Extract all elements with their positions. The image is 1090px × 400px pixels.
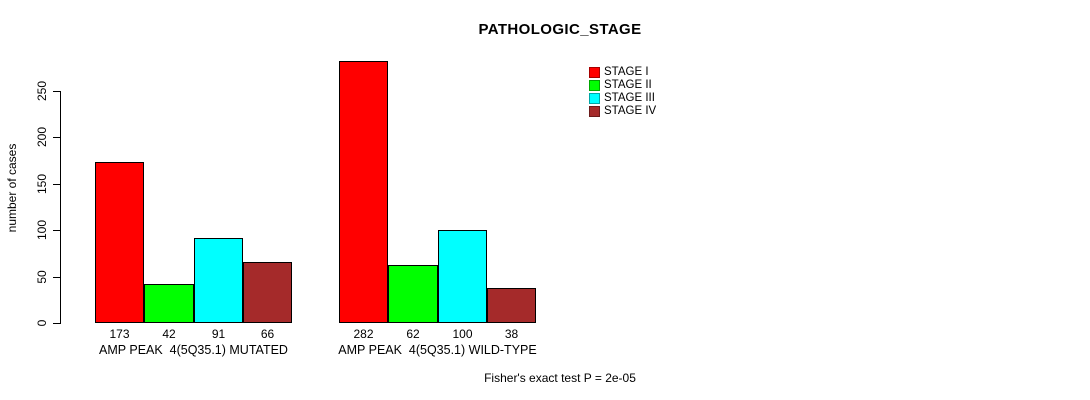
bar-value-stage-iv-mutated: 66 xyxy=(260,327,275,341)
fisher-test-footnote: Fisher's exact test P = 2e-05 xyxy=(484,371,636,385)
bar-value-stage-ii-mutated: 42 xyxy=(162,327,176,341)
bar-value-stage-iii-wild-type: 100 xyxy=(452,327,473,341)
y-tick-250 xyxy=(53,91,60,92)
y-tick-label-150: 150 xyxy=(35,173,49,195)
y-tick-label-0: 0 xyxy=(35,319,49,327)
bar-stage-ii-wild-type xyxy=(388,265,438,323)
bar-stage-i-mutated xyxy=(95,162,144,323)
y-tick-150 xyxy=(53,184,60,185)
bar-value-stage-ii-wild-type: 62 xyxy=(406,327,420,341)
y-tick-label-200: 200 xyxy=(35,126,49,148)
y-tick-label-50: 50 xyxy=(35,270,49,284)
bar-stage-iii-wild-type xyxy=(438,230,487,323)
legend-swatch-stage-ii xyxy=(589,80,600,91)
legend-label-stage-iv: STAGE IV xyxy=(604,105,657,117)
y-tick-100 xyxy=(53,230,60,231)
bar-value-stage-i-wild-type: 282 xyxy=(353,327,374,341)
bar-stage-iv-mutated xyxy=(243,262,292,323)
bar-stage-i-wild-type xyxy=(339,61,388,323)
bar-value-stage-i-mutated: 173 xyxy=(109,327,130,341)
legend-label-stage-ii: STAGE II xyxy=(604,79,652,91)
y-axis-line xyxy=(60,91,61,324)
bar-stage-iv-wild-type xyxy=(487,288,536,323)
legend-swatch-stage-iv xyxy=(589,106,600,117)
bar-value-stage-iv-wild-type: 38 xyxy=(504,327,519,341)
bar-stage-iii-mutated xyxy=(194,238,243,323)
y-tick-50 xyxy=(53,277,60,278)
group-label-mutated: AMP PEAK 4(5Q35.1) MUTATED xyxy=(99,343,288,357)
bar-stage-ii-mutated xyxy=(144,284,194,323)
legend-label-stage-i: STAGE I xyxy=(604,66,649,78)
legend-swatch-stage-iii xyxy=(589,93,600,104)
y-tick-0 xyxy=(53,323,60,324)
group-label-wild-type: AMP PEAK 4(5Q35.1) WILD-TYPE xyxy=(338,343,537,357)
bar-value-stage-iii-mutated: 91 xyxy=(211,327,226,341)
y-tick-label-250: 250 xyxy=(35,80,49,102)
legend-swatch-stage-i xyxy=(589,67,600,78)
y-axis-label: number of cases xyxy=(5,143,19,233)
legend-label-stage-iii: STAGE III xyxy=(604,92,655,104)
y-tick-label-100: 100 xyxy=(35,219,49,241)
chart-title: PATHOLOGIC_STAGE xyxy=(478,21,642,38)
y-tick-200 xyxy=(53,137,60,138)
